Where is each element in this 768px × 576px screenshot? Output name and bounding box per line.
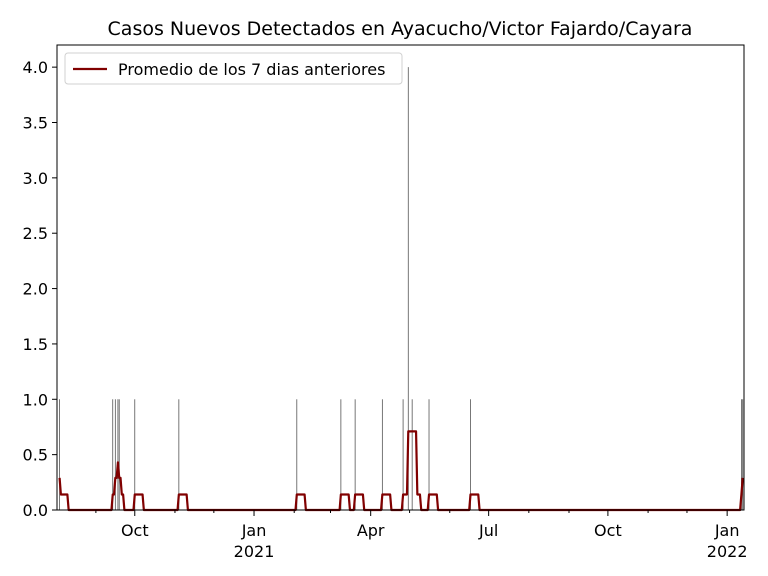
moving-average-line [58,430,744,512]
x-tick-label: Oct [121,521,149,540]
legend-box [64,52,403,85]
y-tick-label: 0.0 [23,501,48,520]
y-tick-label: 2.0 [23,280,48,299]
legend-label: Promedio de los 7 dias anteriores [118,60,385,79]
y-tick-label: 4.0 [23,58,48,77]
x-tick-label: Oct [594,521,622,540]
x-tick-year-label: 2022 [707,542,748,561]
x-tick-label: Jan [241,521,267,540]
x-tick-label: Jan [714,521,740,540]
y-tick-label: 3.5 [23,114,48,133]
plot-background [57,45,744,510]
axes: 0.0 0.5 1.0 1.5 2.0 2.5 3.0 3.5 4.0 Oct Jan 2021 Apr… [23,44,748,561]
y-tick-label: 1.5 [23,335,48,354]
legend: Promedio de los 7 dias anteriores [64,52,403,85]
chart-title: Casos Nuevos Detectados en Ayacucho/Vict… [108,18,693,40]
x-tick-label: Jul [478,521,498,540]
series-line [58,430,744,512]
axes-frame [56,44,745,511]
y-tick-label: 0.5 [23,446,48,465]
x-tick-label: Apr [357,521,385,540]
plot-area [57,45,744,510]
x-tick-year-label: 2021 [234,542,275,561]
y-tick-label: 1.0 [23,390,48,409]
y-tick-label: 2.5 [23,224,48,243]
y-tick-label: 3.0 [23,169,48,188]
